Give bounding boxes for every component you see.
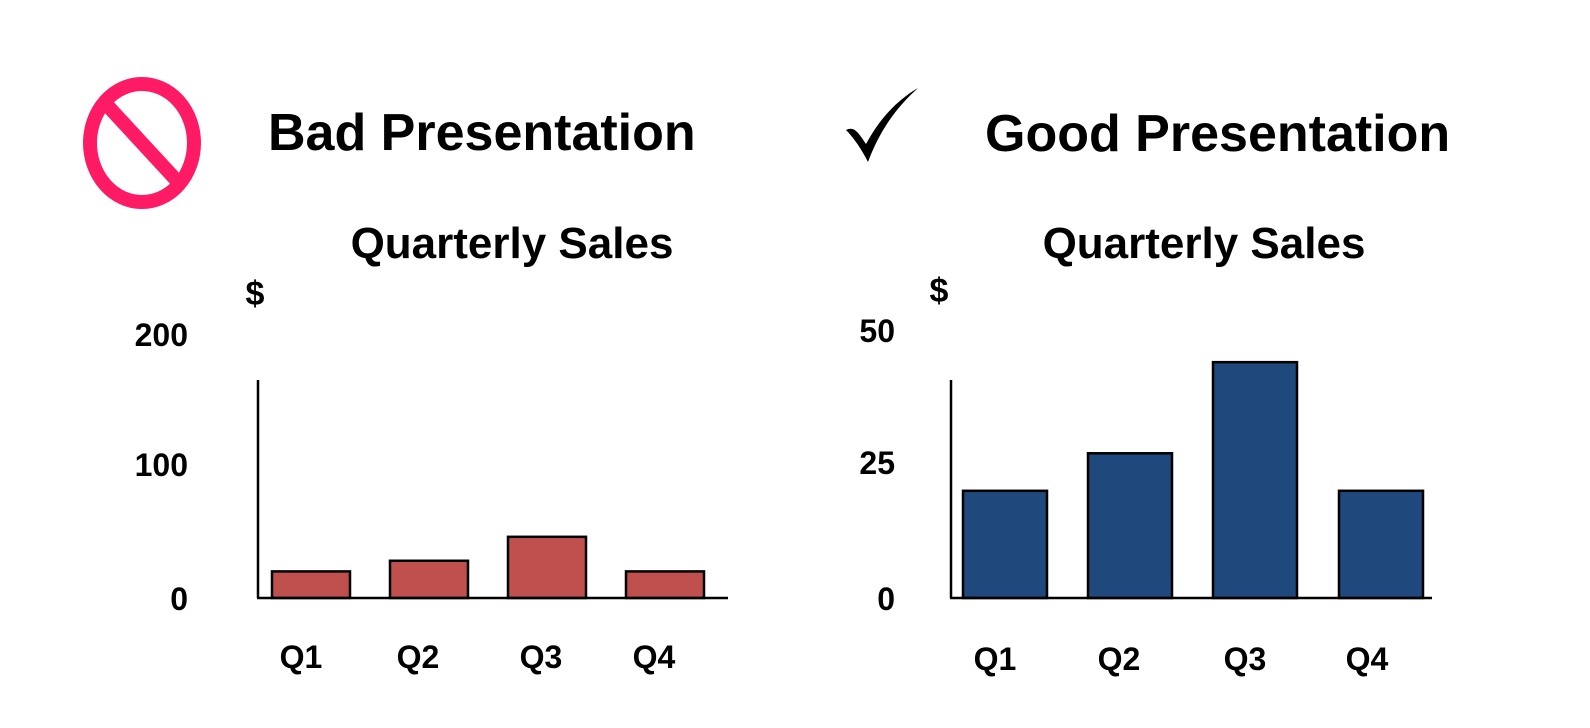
good-chart-bar-q3 [1211,360,1299,600]
bad-chart-x-category-label: Q1 [280,639,323,675]
good-chart-title: Quarterly Sales [1043,219,1366,268]
bad-chart-bar-q2 [388,559,470,600]
good-chart-y-tick-label: 50 [859,313,895,349]
good-chart-y-tick-label: 25 [859,445,895,481]
bad-chart-bar-q3 [506,535,588,600]
bad-chart-bar-q4 [624,570,706,600]
bad-chart-y-tick-label: 0 [170,581,188,617]
bad-chart-x-category-label: Q3 [520,639,563,675]
bad-chart-x-category-label: Q2 [397,639,440,675]
bad-chart-bar-q1 [270,570,352,600]
bad-chart-x-category-label: Q4 [633,639,676,675]
good-chart-bar-q2 [1086,452,1174,600]
good-chart-y-unit: $ [930,272,949,310]
good-chart-bar-q4 [1337,489,1425,600]
checkmark-icon [846,88,918,162]
good-chart-x-category-label: Q2 [1098,641,1141,677]
prohibition-icon [83,77,201,209]
good-chart-x-category-label: Q3 [1224,641,1267,677]
good-chart-x-category-label: Q1 [974,641,1017,677]
bad-chart-y-tick-label: 200 [135,317,188,353]
good-presentation-heading: Good Presentation [985,105,1451,163]
bad-presentation-heading: Bad Presentation [268,104,696,162]
good-chart-y-tick-label: 0 [877,581,895,617]
good-chart-bar-q1 [961,489,1049,600]
bad-chart-y-tick-label: 100 [135,447,188,483]
bad-chart-y-unit: $ [246,275,265,313]
good-chart-x-category-label: Q4 [1346,641,1389,677]
bad-chart-title: Quarterly Sales [351,219,674,268]
